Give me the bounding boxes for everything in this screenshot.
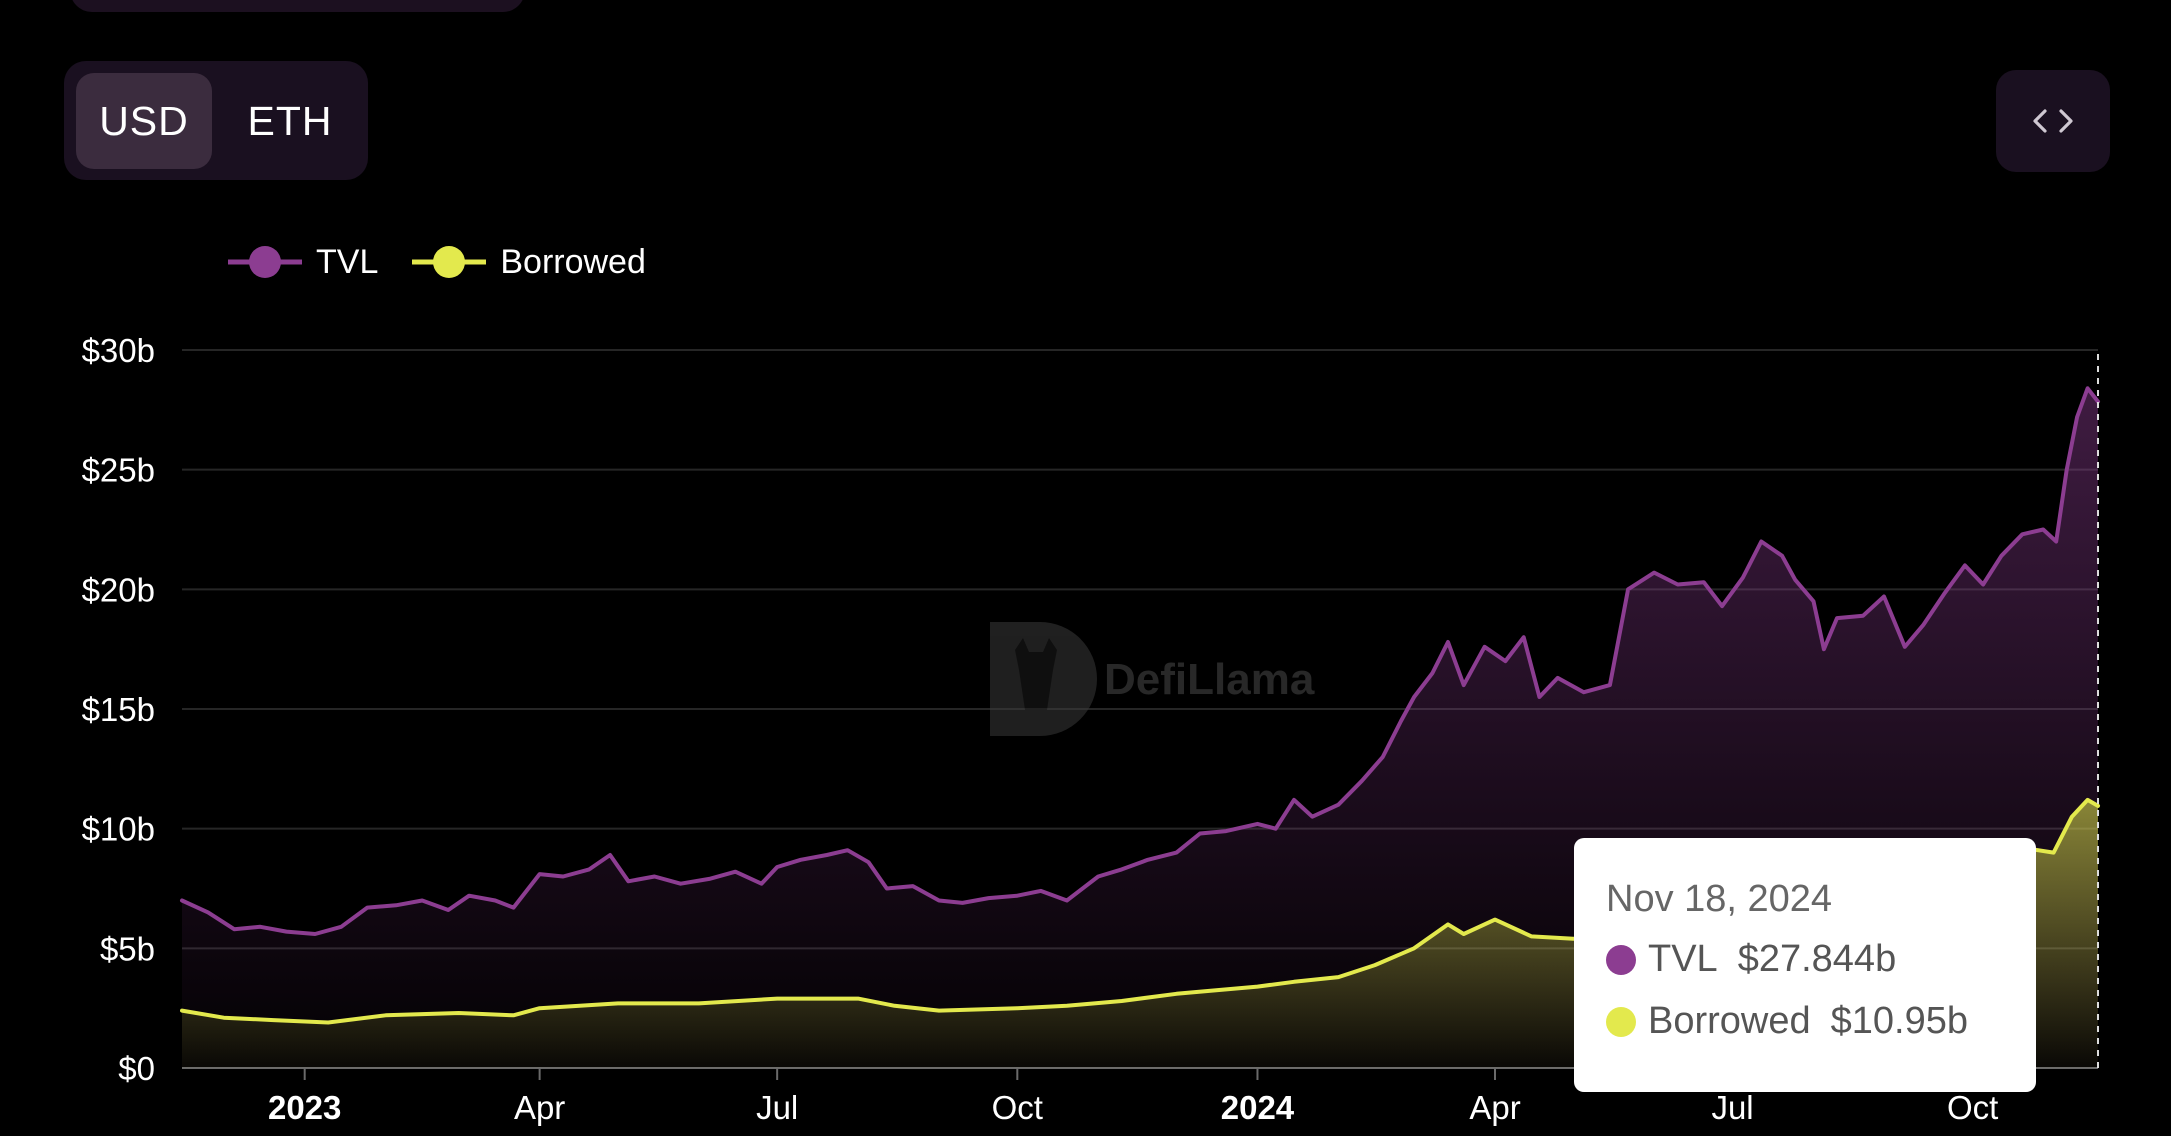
- legend-label-borrowed: Borrowed: [500, 242, 646, 281]
- y-tick-label: $0: [118, 1050, 155, 1087]
- llama-logo-icon: [990, 622, 1097, 736]
- tooltip-dot-tvl: [1606, 944, 1636, 975]
- x-tick-label: Jul: [1711, 1089, 1753, 1126]
- x-tick-label: Jul: [756, 1089, 798, 1126]
- legend-item-borrowed[interactable]: Borrowed: [412, 242, 646, 282]
- tooltip-label-borrowed: Borrowed: [1648, 1000, 1811, 1042]
- currency-toggle: USD ETH: [64, 61, 368, 180]
- tvl-line: [180, 386, 2100, 936]
- hover-tooltip: Nov 18, 2024 TVL $27.844b Borrowed $10.9…: [1574, 838, 2036, 1092]
- x-tick-label: Apr: [1469, 1089, 1520, 1126]
- tooltip-label-tvl: TVL: [1648, 938, 1718, 980]
- header-panel-edge: [70, 0, 525, 12]
- y-tick-label: $25b: [82, 452, 155, 489]
- y-tick-label: $20b: [82, 571, 155, 608]
- watermark-text: DefiLlama: [1104, 655, 1315, 704]
- chart-legend: TVL Borrowed: [228, 238, 680, 286]
- tooltip-dot-borrowed: [1606, 1006, 1636, 1037]
- legend-marker-borrowed: [412, 246, 487, 278]
- legend-item-tvl[interactable]: TVL: [228, 242, 378, 282]
- tooltip-row-borrowed: Borrowed $10.95b: [1606, 1000, 1968, 1043]
- tooltip-date: Nov 18, 2024: [1606, 878, 1833, 920]
- x-tick-label: Oct: [1947, 1089, 1998, 1126]
- x-tick-label: Apr: [514, 1089, 565, 1126]
- y-tick-label: $10b: [82, 811, 155, 848]
- tooltip-row-tvl: TVL $27.844b: [1606, 938, 1896, 981]
- code-icon: [2033, 109, 2073, 133]
- tooltip-value-borrowed: $10.95b: [1830, 1000, 1969, 1042]
- x-tick-label: Oct: [992, 1089, 1043, 1126]
- legend-label-tvl: TVL: [316, 242, 379, 281]
- x-tick-label: 2024: [1221, 1089, 1295, 1126]
- legend-marker-tvl: [228, 246, 302, 278]
- y-tick-label: $5b: [100, 930, 155, 967]
- y-tick-label: $30b: [82, 332, 155, 369]
- eth-toggle-button[interactable]: ETH: [247, 97, 333, 144]
- y-tick-label: $15b: [82, 691, 155, 728]
- embed-code-button[interactable]: [1996, 70, 2110, 172]
- axis-labels: $0 $5b $10b $15b $20b $25b $30b 2023 Apr Jul Oct 20…: [82, 332, 1999, 1126]
- x-tick-label: 2023: [268, 1089, 341, 1126]
- usd-toggle-button[interactable]: USD: [76, 73, 212, 169]
- defillama-watermark: DefiLlama: [990, 622, 1315, 736]
- tooltip-value-tvl: $27.844b: [1737, 938, 1897, 980]
